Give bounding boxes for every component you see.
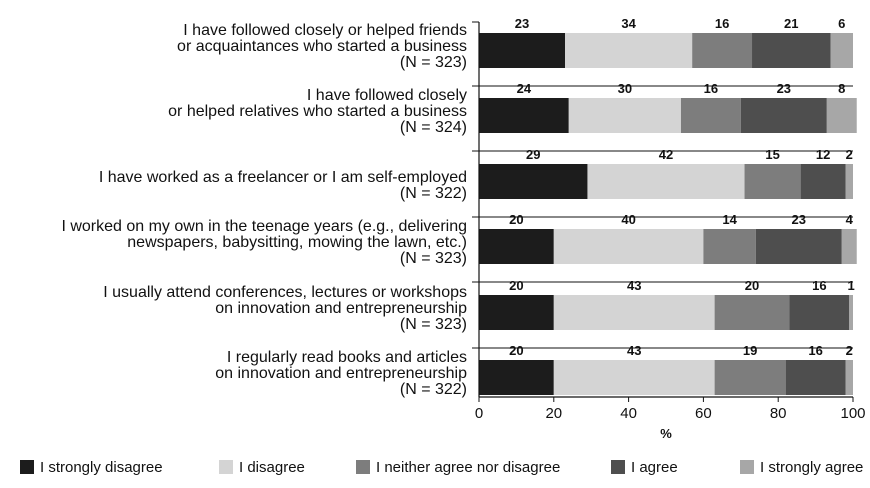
bar-segment-row3-series1: [479, 164, 588, 199]
bar-segment-row2-series3: [680, 98, 741, 133]
value-label-row4-series3: 14: [722, 212, 737, 227]
bar-segment-row6-series3: [714, 360, 786, 395]
legend-label-4: I agree: [631, 459, 678, 476]
value-label-row1-series5: 6: [838, 16, 845, 31]
category-label-row6-line1: I regularly read books and articles: [227, 349, 467, 366]
value-label-row3-series3: 15: [765, 147, 779, 162]
value-label-row3-series2: 42: [659, 147, 673, 162]
value-label-row6-series2: 43: [627, 343, 641, 358]
category-label-row2-line3: (N = 324): [400, 119, 467, 136]
bar-segment-row4-series4: [755, 229, 842, 264]
category-label-row6-line2: on innovation and entrepreneurship: [215, 365, 467, 382]
value-label-row4-series1: 20: [509, 212, 523, 227]
value-label-row5-series2: 43: [627, 278, 641, 293]
value-label-row5-series5: 1: [848, 278, 855, 293]
bar-segment-row6-series1: [479, 360, 554, 395]
value-label-row5-series3: 20: [745, 278, 759, 293]
bar-segment-row6-series4: [785, 360, 846, 395]
category-label-row5-line3: (N = 323): [400, 316, 467, 333]
category-label-row5-line2: on innovation and entrepreneurship: [215, 300, 467, 317]
value-label-row5-series4: 16: [812, 278, 826, 293]
value-label-row3-series5: 2: [846, 147, 853, 162]
value-label-row1-series3: 16: [715, 16, 729, 31]
legend-label-2: I disagree: [239, 459, 305, 476]
value-label-row1-series2: 34: [621, 16, 636, 31]
value-label-row4-series4: 23: [792, 212, 806, 227]
bar-segment-row4-series1: [479, 229, 554, 264]
category-label-row1-line1: I have followed closely or helped friend…: [183, 22, 467, 39]
category-label-row2-line1: I have followed closely: [307, 87, 467, 104]
bar-segment-row1-series5: [830, 33, 853, 68]
category-label-row1-line2: or acquaintances who started a business: [177, 38, 467, 55]
legend-swatch-1: [20, 460, 34, 474]
category-label-row4-line1: I worked on my own in the teenage years …: [61, 218, 467, 235]
category-label-row6-line3: (N = 322): [400, 381, 467, 398]
bar-segment-row5-series1: [479, 295, 554, 330]
category-label-row4-line3: (N = 323): [400, 250, 467, 267]
legend: I strongly disagree I disagree I neither a…: [20, 459, 863, 476]
bar-segment-row3-series3: [744, 164, 801, 199]
bar-segment-row2-series1: [479, 98, 569, 133]
value-label-row4-series2: 40: [621, 212, 635, 227]
value-label-row3-series4: 12: [816, 147, 830, 162]
bar-segment-row5-series5: [849, 295, 853, 330]
value-label-row3-series1: 29: [526, 147, 540, 162]
legend-swatch-3: [356, 460, 370, 474]
legend-swatch-2: [219, 460, 233, 474]
bar-segment-row4-series2: [553, 229, 704, 264]
value-label-row6-series1: 20: [509, 343, 523, 358]
value-label-row1-series1: 23: [515, 16, 529, 31]
x-tick-label-20: 20: [545, 405, 562, 422]
x-tick-label-0: 0: [475, 405, 483, 422]
value-label-row2-series3: 16: [704, 81, 718, 96]
value-label-row2-series1: 24: [517, 81, 532, 96]
bar-segment-row1-series2: [565, 33, 693, 68]
bars-layer: [479, 33, 857, 395]
bar-segment-row3-series5: [845, 164, 853, 199]
bar-segment-row1-series4: [752, 33, 831, 68]
category-label-row2-line2: or helped relatives who started a busine…: [168, 103, 467, 120]
legend-label-1: I strongly disagree: [40, 459, 163, 476]
bar-segment-row2-series5: [826, 98, 857, 133]
bar-segment-row6-series2: [553, 360, 715, 395]
category-label-row3-line1: I have worked as a freelancer or I am se…: [99, 169, 467, 186]
value-label-row2-series4: 23: [777, 81, 791, 96]
category-label-row1-line3: (N = 323): [400, 54, 467, 71]
x-tick-label-100: 100: [840, 405, 865, 422]
x-tick-label-40: 40: [620, 405, 637, 422]
value-label-row5-series1: 20: [509, 278, 523, 293]
category-label-row5-line1: I usually attend conferences, lectures o…: [103, 284, 467, 301]
category-label-row4-line2: newspapers, babysitting, mowing the lawn…: [127, 234, 467, 251]
bar-segment-row3-series4: [800, 164, 846, 199]
value-label-row4-series5: 4: [846, 212, 854, 227]
bar-segment-row5-series3: [714, 295, 790, 330]
bar-segment-row1-series1: [479, 33, 566, 68]
bar-segment-row4-series5: [841, 229, 857, 264]
bar-segment-row1-series3: [692, 33, 753, 68]
legend-label-5: I strongly agree: [760, 459, 863, 476]
value-label-row6-series4: 16: [808, 343, 822, 358]
bar-segment-row5-series4: [789, 295, 850, 330]
value-label-row6-series5: 2: [846, 343, 853, 358]
x-tick-label-60: 60: [695, 405, 712, 422]
category-labels-layer: I have followed closely or helped friend…: [61, 22, 467, 398]
value-label-row2-series5: 8: [838, 81, 845, 96]
legend-swatch-4: [611, 460, 625, 474]
x-axis-title: %: [660, 426, 672, 441]
legend-swatch-5: [740, 460, 754, 474]
value-label-row1-series4: 21: [784, 16, 798, 31]
value-label-row6-series3: 19: [743, 343, 757, 358]
bar-segment-row2-series4: [740, 98, 827, 133]
category-label-row3-line2: (N = 322): [400, 185, 467, 202]
x-tick-label-80: 80: [770, 405, 787, 422]
bar-segment-row3-series2: [587, 164, 745, 199]
value-label-row2-series2: 30: [618, 81, 632, 96]
legend-label-3: I neither agree nor disagree: [376, 459, 560, 476]
bar-segment-row6-series5: [845, 360, 853, 395]
bar-segment-row2-series2: [568, 98, 681, 133]
bar-segment-row4-series3: [703, 229, 756, 264]
x-axis: 0 20 40 60 80 100: [472, 21, 866, 422]
bar-segment-row5-series2: [553, 295, 715, 330]
